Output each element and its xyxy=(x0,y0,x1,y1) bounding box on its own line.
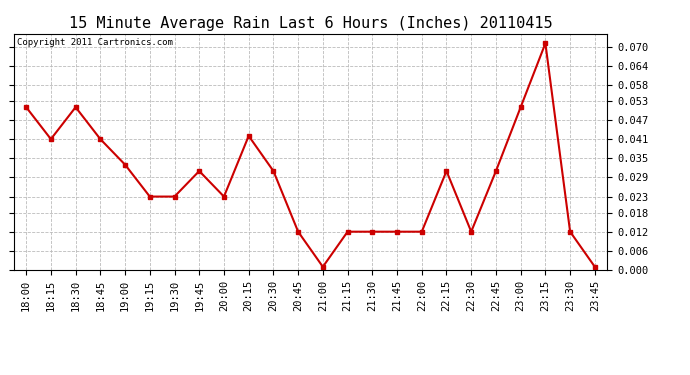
Title: 15 Minute Average Rain Last 6 Hours (Inches) 20110415: 15 Minute Average Rain Last 6 Hours (Inc… xyxy=(69,16,552,31)
Text: Copyright 2011 Cartronics.com: Copyright 2011 Cartronics.com xyxy=(17,39,172,48)
